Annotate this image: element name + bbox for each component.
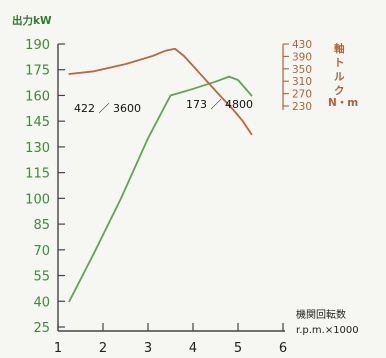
torque-label-char-2: ト <box>334 57 345 69</box>
torque-label-char-1: 軸 <box>334 42 345 55</box>
x-tick-label: 1 <box>54 341 62 356</box>
torque-label-char-3: ル <box>334 71 345 83</box>
power-axis-label: 出力kW <box>12 14 52 27</box>
torque-peak-annotation: 422 ／ 3600 <box>74 102 141 115</box>
torque-tick-label: 430 <box>292 39 312 51</box>
torque-tick-label: 390 <box>292 51 312 63</box>
y-tick-label: 100 <box>25 192 50 207</box>
x-axis-label: 機関回転数 r.p.m.×1000 <box>296 308 359 336</box>
torque-label-char-4: ク <box>334 85 345 97</box>
y-tick-label: 160 <box>25 89 50 104</box>
y-tick-label: 115 <box>25 167 50 182</box>
y-tick-label: 70 <box>33 244 50 259</box>
x-tick-label: 2 <box>99 341 107 356</box>
x-ticks: 1 2 3 4 5 6 <box>54 323 287 356</box>
y-tick-label: 190 <box>25 38 50 53</box>
torque-tick-label: 310 <box>292 76 312 88</box>
torque-axis-label: 軸 ト ル ク N・m <box>328 42 358 109</box>
torque-tick-label: 350 <box>292 64 312 76</box>
y-tick-label: 145 <box>25 115 50 130</box>
torque-label-unit: N・m <box>328 97 358 109</box>
x-tick-label: 5 <box>234 341 242 356</box>
power-peak-annotation: 173 ／ 4800 <box>186 98 253 111</box>
y-tick-label: 40 <box>33 295 50 310</box>
chart-axes <box>57 44 285 332</box>
y-tick-label: 175 <box>25 64 50 79</box>
x-axis-label-line2: r.p.m.×1000 <box>296 325 359 336</box>
y-tick-label: 25 <box>33 321 50 336</box>
x-axis-label-line1: 機関回転数 <box>296 308 346 321</box>
y-tick-label: 130 <box>25 141 50 156</box>
torque-series-line <box>68 47 253 136</box>
power-series-line <box>68 75 253 303</box>
x-tick-label: 4 <box>189 341 197 356</box>
x-tick-label: 6 <box>279 341 287 356</box>
x-tick-label: 3 <box>144 341 152 356</box>
y-tick-label: 55 <box>33 270 50 285</box>
torque-tick-label: 270 <box>292 89 312 101</box>
y-ticks: 25 40 55 70 85 100 115 130 145 160 175 190 <box>25 38 65 336</box>
y-tick-label: 85 <box>33 218 50 233</box>
series-layer <box>68 47 253 303</box>
torque-tick-label: 230 <box>292 101 312 113</box>
